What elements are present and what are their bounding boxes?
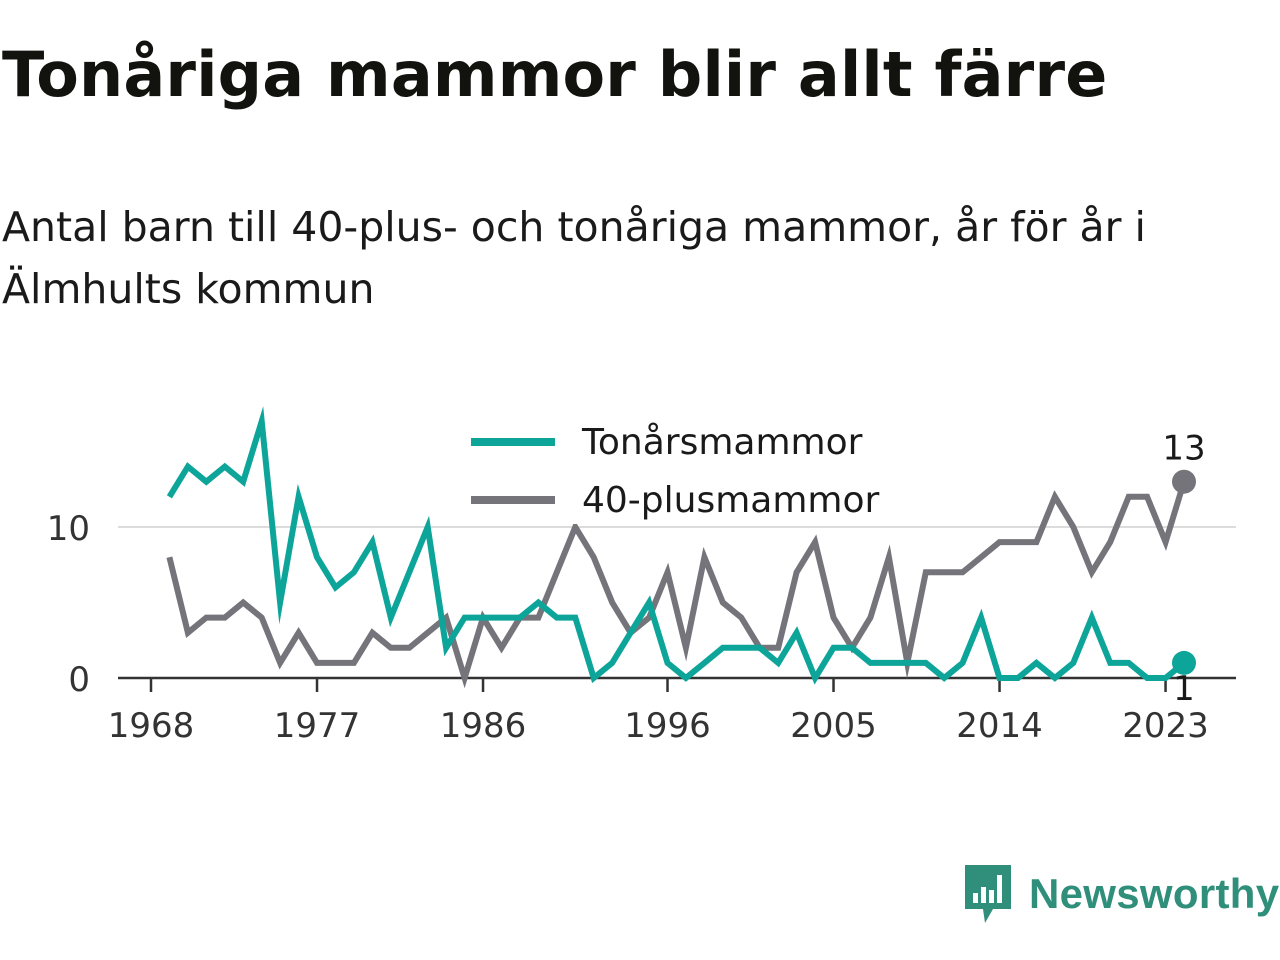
newsworthy-logo: Newsworthy <box>963 862 1279 926</box>
x-tick-label: 1977 <box>274 706 361 746</box>
legend-label: Tonårsmammor <box>581 422 863 463</box>
y-axis-tick-labels: 0 10 <box>47 509 90 700</box>
series-lines <box>166 406 1187 689</box>
series-end-markers: 1 13 <box>1162 429 1205 709</box>
legend-label: 40-plusmammor <box>582 480 880 521</box>
x-axis-tick-labels: 1968 1977 1986 1996 2005 2014 2023 <box>108 706 1209 746</box>
x-tick-label: 1996 <box>624 706 711 746</box>
series-end-label: 1 <box>1173 669 1195 709</box>
x-tick-label: 2005 <box>790 706 877 746</box>
series-line-tonarsmammor <box>166 406 1186 685</box>
y-tick-label: 0 <box>68 660 90 700</box>
chart-title: Tonåriga mammor blir allt färre <box>2 38 1108 111</box>
x-tick-label: 2014 <box>956 706 1043 746</box>
y-tick-label: 10 <box>47 509 90 549</box>
brand-name: Newsworthy <box>1029 870 1280 917</box>
legend: Tonårsmammor 40-plusmammor <box>457 410 895 524</box>
series-end-marker <box>1172 650 1196 675</box>
legend-background <box>457 410 895 524</box>
chart-subtitle: Antal barn till 40-plus- och tonåriga ma… <box>2 203 1146 313</box>
x-tick-label: 1986 <box>440 706 527 746</box>
x-tick-label: 1968 <box>108 706 195 746</box>
series-end-label: 13 <box>1162 429 1205 469</box>
series-end-marker <box>1172 469 1196 494</box>
x-tick-label: 2023 <box>1122 706 1209 746</box>
series-line-40-plusmammor <box>166 480 1187 689</box>
newsworthy-logo-icon <box>965 865 1011 923</box>
x-axis <box>118 676 1236 692</box>
